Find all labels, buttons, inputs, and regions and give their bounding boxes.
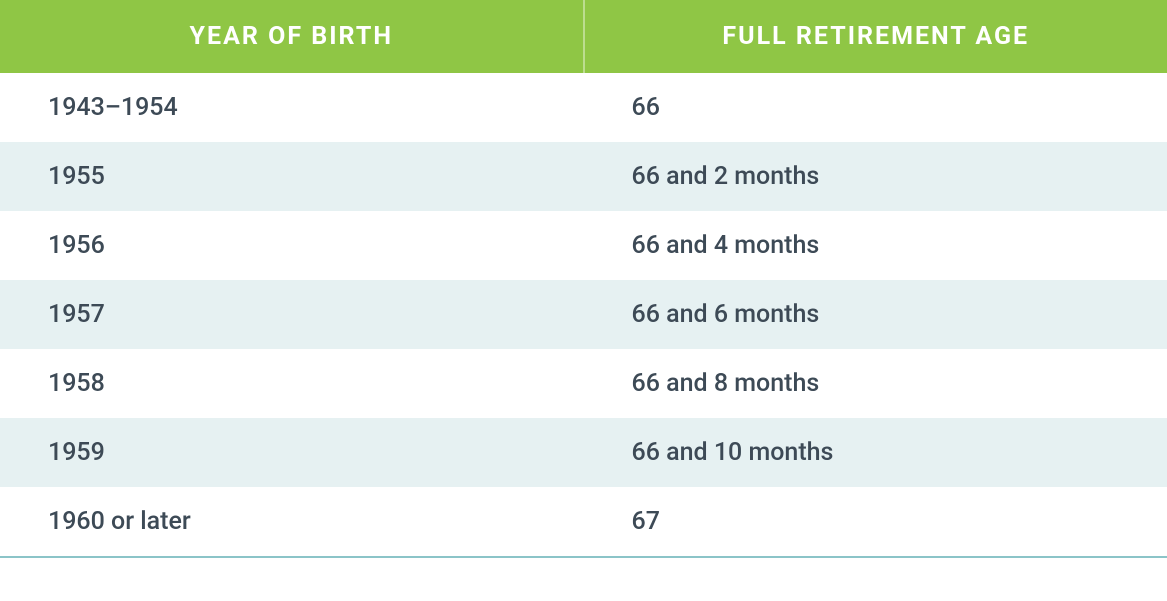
table-bottom-border [0,556,1167,558]
table-header-row: YEAR OF BIRTH FULL RETIREMENT AGE [0,0,1167,73]
table-row: 195566 and 2 months [0,142,1167,211]
cell-year: 1957 [0,280,584,349]
cell-age: 66 and 2 months [584,142,1167,211]
cell-year: 1960 or later [0,487,584,556]
retirement-age-table: YEAR OF BIRTH FULL RETIREMENT AGE 1943–1… [0,0,1167,558]
column-header-age: FULL RETIREMENT AGE [585,0,1167,73]
cell-age: 66 and 6 months [584,280,1167,349]
cell-age: 66 and 8 months [584,349,1167,418]
cell-year: 1958 [0,349,584,418]
cell-age: 66 and 10 months [584,418,1167,487]
cell-age: 66 [584,73,1167,142]
column-header-year: YEAR OF BIRTH [0,0,585,73]
table-body: 1943–195466195566 and 2 months195666 and… [0,73,1167,556]
cell-age: 66 and 4 months [584,211,1167,280]
cell-year: 1955 [0,142,584,211]
table-row: 195966 and 10 months [0,418,1167,487]
cell-year: 1959 [0,418,584,487]
cell-year: 1943–1954 [0,73,584,142]
cell-year: 1956 [0,211,584,280]
table-row: 195766 and 6 months [0,280,1167,349]
table-row: 195866 and 8 months [0,349,1167,418]
table-row: 1960 or later67 [0,487,1167,556]
table-row: 195666 and 4 months [0,211,1167,280]
table-row: 1943–195466 [0,73,1167,142]
cell-age: 67 [584,487,1167,556]
